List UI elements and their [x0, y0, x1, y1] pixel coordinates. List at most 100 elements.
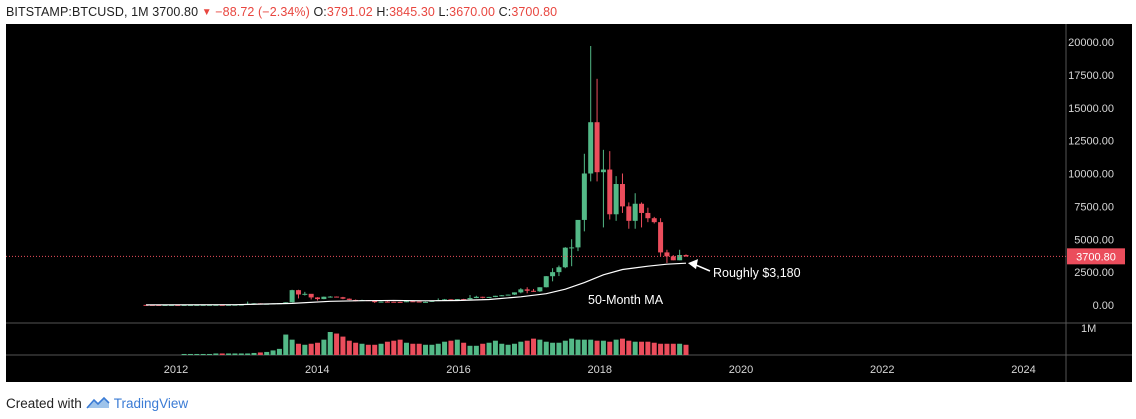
- candle: [670, 255, 676, 261]
- last-price: 3700.80: [152, 5, 199, 19]
- volume-bar: [410, 343, 416, 355]
- candle: [518, 288, 524, 294]
- volume-bar: [543, 341, 549, 355]
- candle-body: [397, 301, 403, 303]
- time-tick-label: 2014: [305, 364, 329, 376]
- volume-bar: [372, 344, 378, 355]
- candle-body: [651, 218, 657, 223]
- candle-body: [410, 301, 416, 303]
- volume-bar: [569, 338, 575, 355]
- candle: [423, 301, 429, 303]
- volume-bar: [346, 340, 352, 355]
- candle-body: [378, 301, 384, 303]
- volume-bar: [276, 348, 282, 355]
- volume-bar: [359, 343, 365, 355]
- candle-body: [632, 203, 638, 221]
- volume-bar: [645, 341, 651, 355]
- candle-body: [143, 304, 149, 306]
- volume-bar: [461, 342, 467, 355]
- time-tick-label: 2022: [870, 364, 894, 376]
- candle-body: [308, 293, 314, 298]
- candle: [442, 298, 448, 301]
- volume-bar: [226, 353, 232, 355]
- candle-body: [473, 296, 479, 299]
- volume-bar: [238, 353, 244, 355]
- time-tick-label: 2012: [164, 364, 188, 376]
- volume-bar: [321, 339, 327, 355]
- symbol-label: BITSTAMP:BTCUSD, 1M: [6, 5, 149, 19]
- volume-bar: [384, 341, 390, 355]
- ma50-line: [145, 262, 687, 306]
- candle: [639, 202, 645, 228]
- candle-body: [226, 304, 232, 306]
- annotation-arrowhead-icon: [688, 259, 698, 270]
- symbol-header: BITSTAMP:BTCUSD, 1M 3700.80 ▼ −88.72 (−2…: [6, 3, 557, 21]
- last-price-label: 3700.80: [1076, 251, 1116, 263]
- candle: [569, 239, 575, 267]
- candle-body: [321, 296, 327, 300]
- candle-body: [619, 184, 625, 207]
- volume-bar: [403, 342, 409, 355]
- open-value: 3791.02: [326, 5, 373, 19]
- annotation-50-month-ma: 50-Month MA: [588, 293, 664, 307]
- tradingview-brand-link[interactable]: TradingView: [113, 395, 189, 411]
- volume-bar: [613, 339, 619, 355]
- candle-body: [511, 292, 517, 295]
- candle-body: [454, 299, 460, 301]
- candle: [327, 296, 333, 298]
- candle-body: [289, 290, 295, 303]
- volume-bar: [562, 340, 568, 355]
- candle: [594, 78, 600, 182]
- volume-bar: [575, 339, 581, 355]
- candle-body: [531, 290, 537, 292]
- volume-bar: [219, 353, 225, 355]
- candle: [473, 295, 479, 299]
- candle-body: [181, 304, 187, 306]
- volume-bar: [677, 343, 683, 355]
- candle-body: [372, 300, 378, 303]
- price-tick-label: 5000.00: [1074, 234, 1114, 246]
- volume-bar: [194, 353, 200, 355]
- volume-axis-label: 1M: [1081, 323, 1096, 335]
- candlestick-chart[interactable]: 0.00 2500.00 5000.00 7500.00 10000.00 12500.0…: [6, 24, 1132, 382]
- candle-body: [187, 304, 193, 306]
- down-triangle-icon: ▼: [201, 7, 212, 18]
- volume-bar: [448, 340, 454, 355]
- candle-body: [600, 169, 606, 173]
- candle-body: [200, 304, 206, 306]
- price-tick-label: 10000.00: [1068, 169, 1114, 181]
- price-tick-label: 2500.00: [1074, 267, 1114, 279]
- volume-bar: [435, 343, 441, 355]
- candle-body: [594, 122, 600, 173]
- candle: [562, 247, 568, 269]
- candle: [461, 298, 467, 301]
- volume-bars: [181, 332, 689, 355]
- candle-body: [556, 267, 562, 273]
- candle-body: [448, 299, 454, 301]
- volume-bar: [353, 342, 359, 355]
- candle-body: [403, 301, 409, 303]
- price-tick-label: 15000.00: [1068, 103, 1114, 115]
- volume-bar: [442, 341, 448, 355]
- candle: [626, 202, 632, 229]
- candle: [645, 207, 651, 223]
- candle: [321, 296, 327, 300]
- candle: [315, 297, 321, 301]
- candle: [632, 193, 638, 229]
- volume-bar: [365, 344, 371, 355]
- candle: [524, 287, 530, 294]
- volume-bar: [531, 338, 537, 355]
- volume-bar: [308, 343, 314, 355]
- volume-bar: [658, 343, 664, 355]
- price-change: −88.72 (−2.34%): [215, 5, 310, 19]
- created-with-text: Created with: [6, 395, 82, 411]
- chart-area[interactable]: 0.00 2500.00 5000.00 7500.00 10000.00 12500.0…: [6, 24, 1132, 382]
- volume-bar: [639, 341, 645, 355]
- candle-body: [664, 252, 670, 257]
- volume-bar: [664, 343, 670, 355]
- candle-body: [670, 256, 676, 261]
- candle-body: [588, 122, 594, 174]
- volume-bar: [187, 353, 193, 355]
- candle-body: [283, 302, 289, 304]
- candle: [537, 287, 543, 292]
